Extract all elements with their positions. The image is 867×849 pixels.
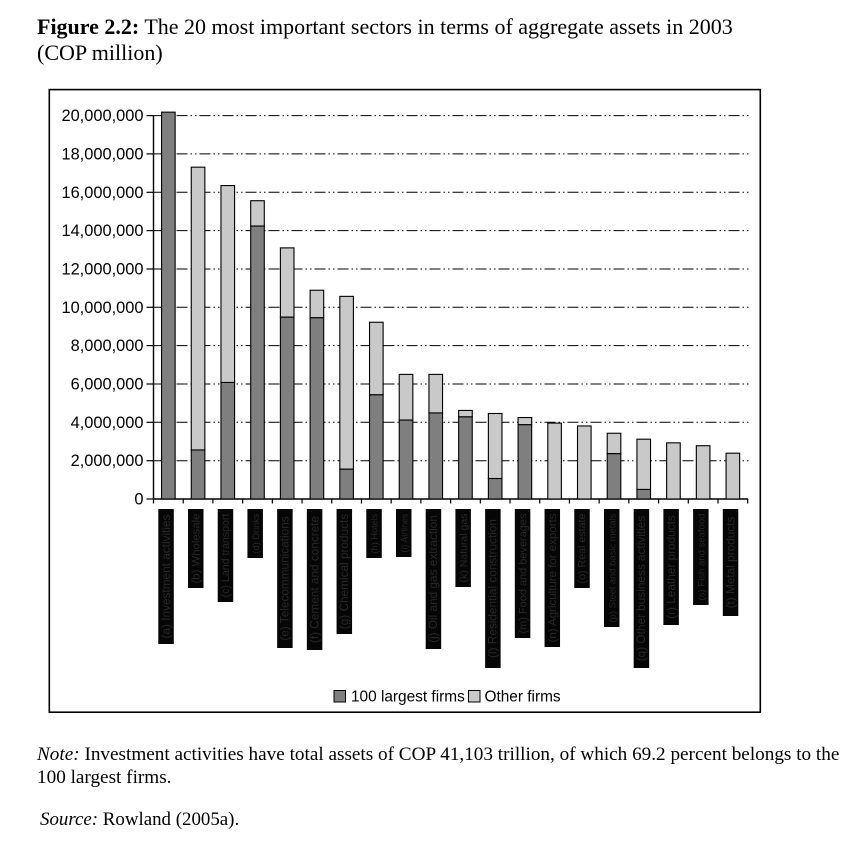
svg-text:(h) Hotels: (h) Hotels	[370, 513, 380, 553]
svg-text:(p) Steel and basic metals: (p) Steel and basic metals	[606, 513, 617, 622]
svg-text:0: 0	[134, 491, 143, 509]
svg-text:6,000,000: 6,000,000	[71, 376, 144, 394]
svg-text:12,000,000: 12,000,000	[61, 261, 143, 279]
svg-text:18,000,000: 18,000,000	[61, 145, 143, 163]
svg-text:(f) Cement and concrete: (f) Cement and concrete	[307, 515, 321, 643]
svg-text:Other firms: Other firms	[485, 689, 561, 706]
svg-text:(i) Airlines: (i) Airlines	[399, 513, 409, 553]
svg-text:(r) Leather products: (r) Leather products	[664, 515, 678, 619]
svg-text:(j) Oil and gas extraction: (j) Oil and gas extraction	[426, 515, 440, 643]
svg-text:(k) Natural gas: (k) Natural gas	[458, 514, 470, 583]
svg-text:(e) Telecommunications: (e) Telecommunications	[278, 516, 292, 640]
svg-text:10,000,000: 10,000,000	[61, 299, 143, 317]
svg-text:(c) Land transport: (c) Land transport	[220, 514, 232, 598]
svg-text:(s) Fish and seafood: (s) Fish and seafood	[697, 514, 708, 601]
svg-text:2,000,000: 2,000,000	[71, 452, 144, 470]
svg-text:(b) Wholesale: (b) Wholesale	[190, 514, 202, 584]
svg-text:14,000,000: 14,000,000	[61, 222, 143, 240]
svg-text:100 largest firms: 100 largest firms	[351, 689, 465, 706]
svg-text:(q) Other business activities: (q) Other business activities	[634, 516, 648, 662]
svg-text:20,000,000: 20,000,000	[61, 107, 143, 125]
svg-text:(n) Agriculture for exports: (n) Agriculture for exports	[547, 513, 559, 642]
svg-text:8,000,000: 8,000,000	[71, 337, 144, 355]
svg-text:(o) Real estate: (o) Real estate	[577, 513, 589, 583]
svg-text:(g) Chemical products: (g) Chemical products	[337, 514, 351, 629]
svg-text:16,000,000: 16,000,000	[61, 184, 143, 202]
svg-text:(d) Drinks: (d) Drinks	[251, 513, 261, 553]
svg-text:4,000,000: 4,000,000	[71, 414, 144, 432]
svg-text:(l) Residential construction: (l) Residential construction	[486, 519, 500, 658]
svg-text:(t) Metal products: (t) Metal products	[723, 517, 737, 609]
svg-text:(m) Food and beverages: (m) Food and beverages	[517, 513, 529, 633]
svg-text:(a) Investment activities: (a) Investment activities	[159, 514, 173, 638]
